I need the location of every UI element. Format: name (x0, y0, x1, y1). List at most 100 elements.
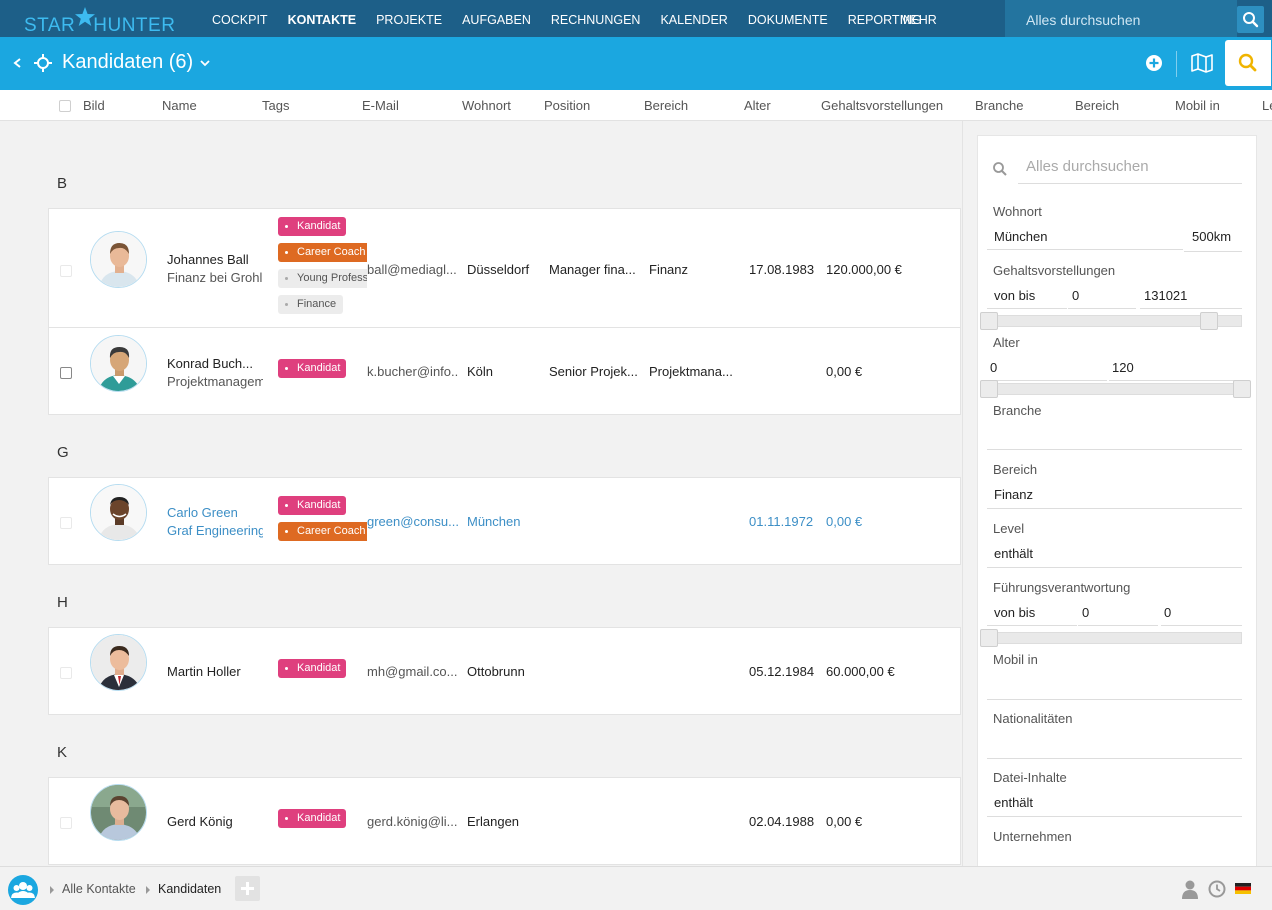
tag-career-coach[interactable]: Career Coach (278, 522, 367, 541)
candidate-name[interactable]: Konrad Buch... (167, 356, 253, 371)
filter-underline (1140, 308, 1242, 309)
table-row[interactable]: Konrad Buch... Projektmanagement Kandida… (48, 328, 961, 415)
table-row[interactable]: Carlo Green Graf Engineering Kandidat Ca… (48, 477, 961, 565)
breadcrumb-alle-kontakte[interactable]: Alle Kontakte (62, 882, 136, 896)
contacts-app-icon[interactable] (8, 875, 38, 905)
alter-range-slider[interactable] (987, 383, 1242, 395)
filter-gehalt-min[interactable]: 0 (1072, 288, 1080, 303)
row-checkbox[interactable] (60, 367, 72, 379)
filter-bereich-input[interactable]: Finanz (994, 487, 1034, 502)
user-icon[interactable] (1181, 879, 1199, 899)
people-icon (11, 882, 35, 898)
filter-fuehrung-max[interactable]: 0 (1164, 605, 1172, 620)
alter-slider-handle-max[interactable] (1233, 380, 1251, 398)
filter-alter-min[interactable]: 0 (990, 360, 998, 375)
filter-fuehrung-mode[interactable]: von bis (994, 605, 1036, 620)
nav-item-kontakte[interactable]: KONTAKTE (287, 13, 357, 27)
row-checkbox[interactable] (60, 517, 72, 529)
cell-email[interactable]: k.bucher@info... (367, 364, 459, 379)
cell-email[interactable]: green@consu... (367, 514, 459, 529)
breadcrumb-kandidaten[interactable]: Kandidaten (158, 882, 222, 896)
tag-kandidat[interactable]: Kandidat (278, 809, 347, 828)
avatar (90, 335, 147, 392)
tag-kandidat[interactable]: Kandidat (278, 659, 347, 678)
cell-bereich: Projektmana... (649, 364, 733, 379)
row-checkbox[interactable] (60, 817, 72, 829)
list-title-dropdown[interactable]: Kandidaten (6) (62, 51, 211, 74)
filter-nationalitaeten-input[interactable] (987, 758, 1242, 759)
filter-branche-input[interactable] (987, 449, 1242, 450)
candidate-name[interactable]: Johannes Ball (167, 252, 249, 267)
column-header-alter[interactable]: Alter (744, 98, 771, 113)
cell-gehalt: 0,00 € (826, 364, 863, 379)
column-header-le[interactable]: Le (1262, 98, 1272, 113)
filter-gehalt-max[interactable]: 131021 (1144, 288, 1188, 303)
back-chevron-icon[interactable] (12, 54, 24, 72)
cell-wohnort: Erlangen (467, 814, 520, 829)
tag-career-coach[interactable]: Career Coach (278, 243, 367, 262)
list-header-bar: Kandidaten (6) (0, 37, 1272, 90)
filter-fuehrung-min[interactable]: 0 (1082, 605, 1090, 620)
add-tab-button[interactable] (235, 876, 260, 901)
column-header-gehalt[interactable]: Gehaltsvorstellungen (821, 98, 944, 113)
global-search-input[interactable]: Alles durchsuchen (1005, 0, 1237, 37)
crosshair-icon[interactable] (33, 53, 53, 73)
column-header-bereich[interactable]: Bereich (644, 98, 689, 113)
filter-wohnort-radius[interactable]: 500km (1192, 229, 1232, 244)
clock-icon[interactable] (1208, 880, 1226, 898)
column-header-branche[interactable]: Branche (975, 98, 1024, 113)
global-search-button[interactable] (1237, 6, 1264, 33)
select-all-checkbox[interactable] (59, 100, 71, 112)
filter-underline (987, 567, 1242, 568)
gehalt-slider-handle-max[interactable] (1200, 312, 1218, 330)
nav-item-cockpit[interactable]: COCKPIT (212, 13, 268, 27)
column-header-name[interactable]: Name (162, 98, 197, 113)
row-checkbox[interactable] (60, 667, 72, 679)
column-header-bild[interactable]: Bild (83, 98, 105, 113)
alter-slider-handle-min[interactable] (980, 380, 998, 398)
nav-item-mehr[interactable]: MEHR (900, 13, 937, 27)
nav-item-rechnungen[interactable]: RECHNUNGEN (550, 13, 641, 27)
filter-search-input[interactable]: Alles durchsuchen (1026, 158, 1149, 175)
cell-email[interactable]: ball@mediagl... (367, 262, 457, 277)
filter-gehalt-mode[interactable]: von bis (994, 288, 1036, 303)
nav-item-dokumente[interactable]: DOKUMENTE (747, 13, 828, 27)
tag-finance[interactable]: Finance (278, 295, 344, 314)
cell-email[interactable]: gerd.könig@li... (367, 814, 458, 829)
column-header-wohnort[interactable]: Wohnort (462, 98, 511, 113)
tag-young-professional[interactable]: Young Professional (278, 269, 367, 288)
nav-item-projekte[interactable]: PROJEKTE (376, 13, 443, 27)
filter-datei-mode[interactable]: enthält (994, 795, 1034, 810)
column-header-bereich-2[interactable]: Bereich (1075, 98, 1120, 113)
filter-mobil-input[interactable] (987, 699, 1242, 700)
filter-level-mode[interactable]: enthält (994, 546, 1034, 561)
column-header-position[interactable]: Position (544, 98, 591, 113)
row-checkbox[interactable] (60, 265, 72, 277)
fuehrung-slider-handle[interactable] (980, 629, 998, 647)
cell-email[interactable]: mh@gmail.co... (367, 664, 458, 679)
nav-item-aufgaben[interactable]: AUFGABEN (462, 13, 531, 27)
gehalt-slider-handle-min[interactable] (980, 312, 998, 330)
table-row[interactable]: Martin Holler Kandidat mh@gmail.co... Ot… (48, 627, 961, 715)
column-header-email[interactable]: E-Mail (362, 98, 399, 113)
fuehrung-range-slider[interactable] (987, 632, 1242, 644)
candidate-name[interactable]: Carlo Green (167, 505, 238, 520)
column-header-tags[interactable]: Tags (262, 98, 290, 113)
nav-item-kalender[interactable]: KALENDER (660, 13, 728, 27)
candidate-name[interactable]: Gerd König (167, 814, 233, 829)
nav-item-reporting[interactable]: REPORTING (847, 13, 922, 27)
table-row[interactable]: Gerd König Kandidat gerd.könig@li... Erl… (48, 777, 961, 865)
starhunter-logo[interactable]: STAR HUNTER (24, 7, 175, 37)
tag-kandidat[interactable]: Kandidat (278, 217, 347, 236)
add-circle-icon[interactable] (1144, 53, 1164, 73)
tag-kandidat[interactable]: Kandidat (278, 496, 347, 515)
column-header-mobil[interactable]: Mobil in (1175, 98, 1220, 113)
filter-wohnort-input[interactable]: München (994, 229, 1048, 244)
tag-kandidat[interactable]: Kandidat (278, 359, 347, 378)
map-icon[interactable] (1190, 52, 1214, 74)
table-row[interactable]: Johannes Ball Finanz bei Grohl Kandidat … (48, 208, 961, 328)
filter-search-toggle[interactable] (1225, 40, 1271, 86)
filter-alter-max[interactable]: 120 (1112, 360, 1134, 375)
german-flag-icon[interactable] (1235, 883, 1251, 894)
candidate-name[interactable]: Martin Holler (167, 664, 241, 679)
